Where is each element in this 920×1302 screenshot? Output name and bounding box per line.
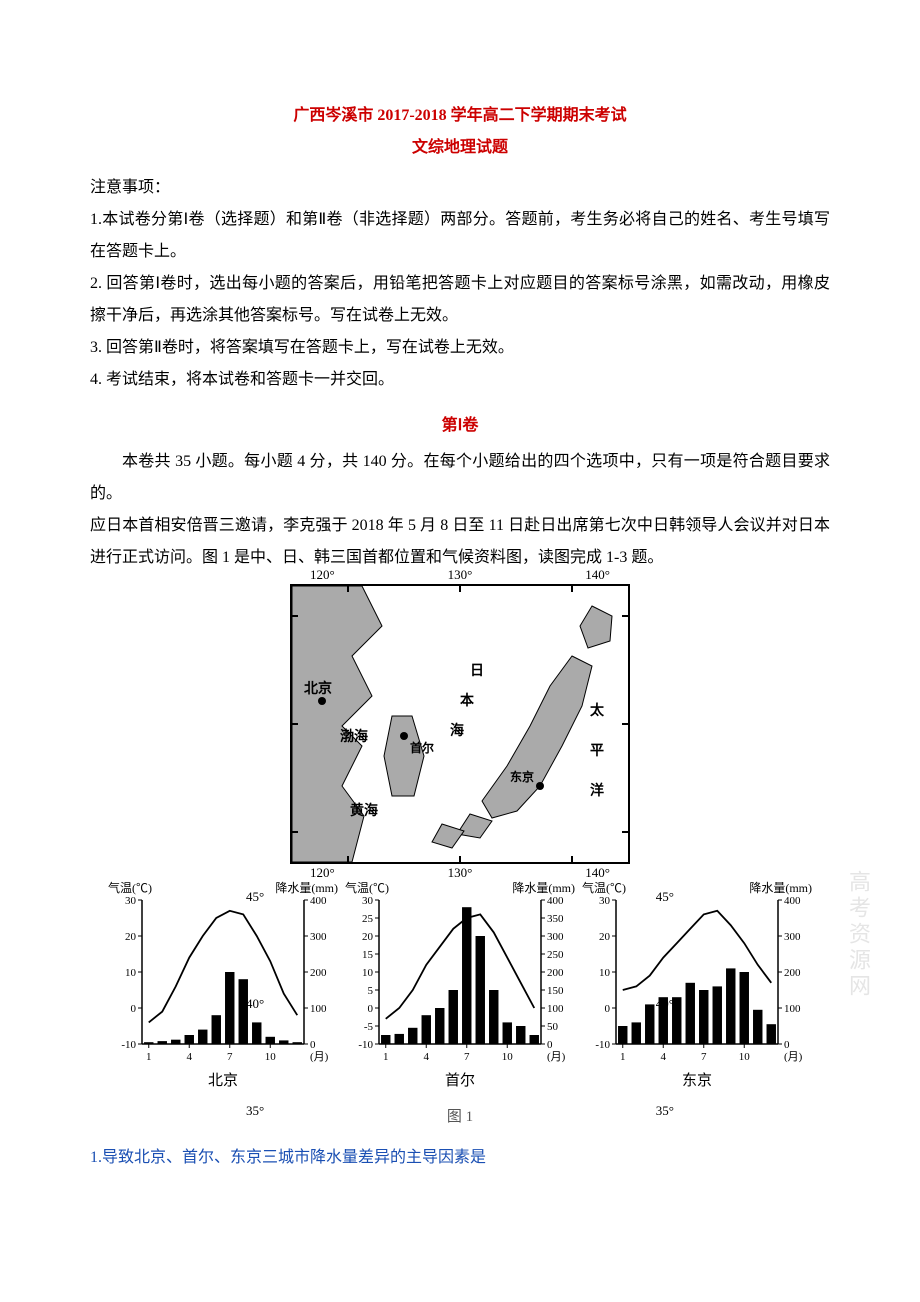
svg-text:(月): (月) xyxy=(784,1051,803,1063)
label-beijing: 北京 xyxy=(304,682,332,699)
map-figure: 120° 130° 140° xyxy=(280,584,640,864)
exam-subtitle: 文综地理试题 xyxy=(90,132,830,164)
map-frame: 北京 渤海 黄海 首尔 日 本 海 东京 太 平 洋 xyxy=(290,584,630,864)
chart-svg-seoul: -10-505101520253005010015020025030035040… xyxy=(347,894,573,1064)
svg-text:7: 7 xyxy=(227,1051,233,1063)
svg-text:7: 7 xyxy=(701,1051,707,1063)
watermark-text: 高考资源网 xyxy=(836,870,880,1000)
city-label-seoul: 首尔 xyxy=(347,1066,573,1096)
label-tokyo: 东京 xyxy=(510,770,534,784)
svg-text:20: 20 xyxy=(362,931,374,943)
svg-text:(月): (月) xyxy=(547,1051,566,1063)
svg-text:7: 7 xyxy=(464,1051,470,1063)
svg-text:0: 0 xyxy=(131,1003,137,1015)
svg-text:10: 10 xyxy=(599,967,611,979)
svg-text:0: 0 xyxy=(784,1039,790,1051)
svg-text:4: 4 xyxy=(424,1051,430,1063)
svg-text:10: 10 xyxy=(502,1051,514,1063)
svg-text:300: 300 xyxy=(547,931,564,943)
svg-text:100: 100 xyxy=(310,1003,327,1015)
svg-text:10: 10 xyxy=(125,967,137,979)
svg-text:4: 4 xyxy=(661,1051,667,1063)
svg-text:20: 20 xyxy=(599,931,611,943)
svg-text:150: 150 xyxy=(547,985,564,997)
svg-text:4: 4 xyxy=(187,1051,193,1063)
svg-text:20: 20 xyxy=(125,931,137,943)
temp-axis-label: 气温(℃) xyxy=(108,876,152,900)
svg-text:0: 0 xyxy=(368,1003,374,1015)
notice-item-4: 4. 考试结束，将本试卷和答题卡一并交回。 xyxy=(90,364,830,396)
label-yellow-sea: 黄海 xyxy=(350,804,378,821)
lat-tick: 35° xyxy=(246,1098,264,1124)
temp-axis-label: 气温(℃) xyxy=(345,876,389,900)
svg-text:1: 1 xyxy=(146,1051,152,1063)
svg-text:200: 200 xyxy=(547,967,564,979)
svg-text:1: 1 xyxy=(620,1051,626,1063)
svg-text:0: 0 xyxy=(310,1039,316,1051)
notice-item-1: 1.本试卷分第Ⅰ卷（选择题）和第Ⅱ卷（非选择题）两部分。答题前，考生务必将自己的… xyxy=(90,204,830,268)
chart-svg-beijing: -100102030010020030040014710(月) xyxy=(110,894,336,1064)
svg-text:(月): (月) xyxy=(310,1051,329,1063)
figure-caption: 图 1 xyxy=(90,1102,830,1132)
label-japan-sea-c: 海 xyxy=(450,724,464,741)
city-label-tokyo: 东京 xyxy=(584,1066,810,1096)
svg-text:350: 350 xyxy=(547,913,564,925)
chart-beijing: 气温(℃) 降水量(mm) -1001020300100200300400147… xyxy=(110,878,336,1096)
section-1-intro: 本卷共 35 小题。每小题 4 分，共 140 分。在每个小题给出的四个选项中，… xyxy=(90,446,830,510)
svg-text:5: 5 xyxy=(368,985,374,997)
chart-svg-tokyo: -100102030010020030040014710(月) xyxy=(584,894,810,1064)
svg-text:100: 100 xyxy=(547,1003,564,1015)
precip-axis-label: 降水量(mm) xyxy=(512,876,575,900)
svg-text:250: 250 xyxy=(547,949,564,961)
svg-text:10: 10 xyxy=(265,1051,277,1063)
label-japan-sea-b: 本 xyxy=(460,694,474,711)
svg-text:0: 0 xyxy=(605,1003,611,1015)
precip-axis-label: 降水量(mm) xyxy=(749,876,812,900)
svg-text:300: 300 xyxy=(784,931,801,943)
svg-text:25: 25 xyxy=(362,913,374,925)
svg-text:300: 300 xyxy=(310,931,327,943)
exam-title: 广西岑溪市 2017-2018 学年高二下学期期末考试 xyxy=(90,100,830,132)
svg-text:50: 50 xyxy=(547,1021,559,1033)
city-label-beijing: 北京 xyxy=(110,1066,336,1096)
climate-charts-row: 气温(℃) 降水量(mm) -1001020300100200300400147… xyxy=(110,878,810,1096)
question-1: 1.导致北京、首尔、东京三城市降水量差异的主导因素是 xyxy=(90,1142,830,1174)
label-pacific-a: 太 xyxy=(590,704,604,721)
chart-tokyo: 气温(℃) 降水量(mm) -1001020300100200300400147… xyxy=(584,878,810,1096)
notice-item-2: 2. 回答第Ⅰ卷时，选出每小题的答案后，用铅笔把答题卡上对应题目的答案标号涂黑，… xyxy=(90,268,830,332)
svg-text:10: 10 xyxy=(739,1051,751,1063)
svg-text:-10: -10 xyxy=(358,1039,373,1051)
svg-text:100: 100 xyxy=(784,1003,801,1015)
notice-item-3: 3. 回答第Ⅱ卷时，将答案填写在答题卡上，写在试卷上无效。 xyxy=(90,332,830,364)
svg-text:200: 200 xyxy=(310,967,327,979)
label-bohai: 渤海 xyxy=(340,730,368,747)
svg-text:1: 1 xyxy=(383,1051,389,1063)
svg-text:10: 10 xyxy=(362,967,374,979)
temp-axis-label: 气温(℃) xyxy=(582,876,626,900)
svg-text:15: 15 xyxy=(362,949,374,961)
lat-tick: 35° xyxy=(656,1098,674,1124)
label-pacific-b: 平 xyxy=(590,744,604,761)
notice-heading: 注意事项： xyxy=(90,172,830,204)
label-pacific-c: 洋 xyxy=(590,784,604,801)
section-1-title: 第Ⅰ卷 xyxy=(90,410,830,442)
svg-text:200: 200 xyxy=(784,967,801,979)
label-japan-sea-a: 日 xyxy=(470,664,484,681)
svg-text:-10: -10 xyxy=(595,1039,610,1051)
svg-text:0: 0 xyxy=(547,1039,553,1051)
label-seoul: 首尔 xyxy=(410,741,434,755)
precip-axis-label: 降水量(mm) xyxy=(275,876,338,900)
svg-text:-10: -10 xyxy=(121,1039,136,1051)
svg-text:-5: -5 xyxy=(364,1021,374,1033)
chart-seoul: 气温(℃) 降水量(mm) -10-5051015202530050100150… xyxy=(347,878,573,1096)
